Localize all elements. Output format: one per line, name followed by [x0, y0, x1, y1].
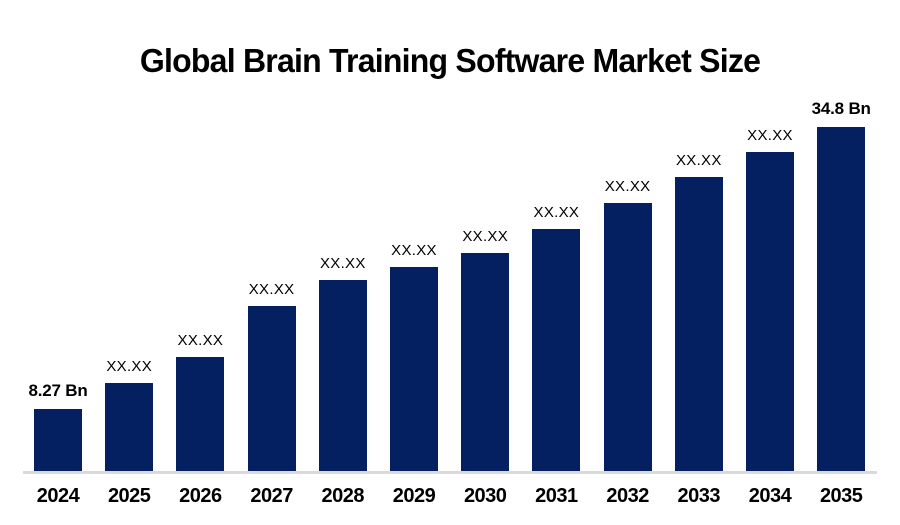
x-tick-2031: 2031 — [535, 485, 578, 507]
bar-2028 — [318, 280, 367, 471]
bar-2025 — [105, 383, 154, 471]
bar-2034 — [746, 152, 794, 471]
x-tick-2025: 2025 — [107, 485, 151, 507]
bar-value-2026: XX.XX — [177, 332, 224, 349]
x-tick-2026: 2026 — [179, 485, 222, 507]
bar-2035 — [817, 127, 866, 471]
x-tick-2034: 2034 — [748, 485, 792, 507]
bar-value-2027: XX.XX — [248, 281, 295, 298]
x-axis-line — [23, 471, 877, 474]
bar-value-2032: XX.XX — [604, 178, 651, 195]
x-tick-2029: 2029 — [392, 485, 436, 507]
bar-value-2024: 8.27 Bn — [28, 381, 88, 400]
x-tick-2024: 2024 — [36, 485, 80, 507]
x-tick-2033: 2033 — [677, 485, 721, 507]
x-tick-2027: 2027 — [250, 485, 293, 507]
x-tick-2028: 2028 — [321, 485, 365, 507]
bar-2024 — [34, 409, 82, 471]
bar-2027 — [247, 306, 296, 471]
bar-2031 — [532, 229, 581, 471]
bar-2032 — [603, 203, 652, 471]
bar-value-2030: XX.XX — [462, 228, 509, 245]
bar-2029 — [390, 267, 438, 471]
bar-2026 — [176, 357, 225, 471]
bar-value-2035: 34.8 Bn — [811, 99, 871, 118]
bar-value-2034: XX.XX — [747, 127, 793, 144]
bar-2030 — [461, 253, 510, 471]
bar-value-2033: XX.XX — [675, 152, 722, 169]
x-tick-2035: 2035 — [819, 485, 863, 507]
bar-2033 — [674, 177, 723, 471]
bar-value-2029: XX.XX — [391, 242, 437, 259]
chart-title: Global Brain Training Software Market Si… — [139, 42, 761, 79]
bar-value-2031: XX.XX — [533, 204, 580, 221]
bar-value-2028: XX.XX — [319, 255, 366, 272]
x-tick-2032: 2032 — [606, 485, 649, 507]
bar-value-2025: XX.XX — [106, 358, 153, 375]
x-tick-2030: 2030 — [463, 485, 507, 507]
